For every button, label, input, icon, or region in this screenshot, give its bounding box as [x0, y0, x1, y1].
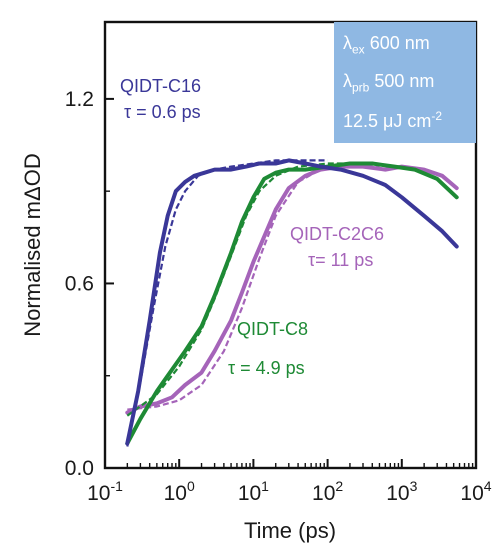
annotation-qidt-c2c6-tau: τ= 11 ps [308, 250, 373, 270]
plot-frame [103, 20, 478, 470]
y-tick-label: 0.6 [65, 272, 94, 295]
x-tick-label: 100 [164, 478, 195, 505]
info-excitation-wavelength: λex 600 nm [343, 33, 430, 57]
y-tick-label: 0.0 [65, 457, 94, 480]
y-axis-title: Normalised mΔOD [20, 153, 45, 336]
y-tick-label: 1.2 [65, 88, 94, 111]
excitation-info-box: λex 600 nm λprb 500 nm 12.5 μJ cm-2 [334, 22, 476, 143]
x-tick-label: 102 [312, 478, 343, 505]
ticks-layer [104, 97, 477, 469]
series-line-qidt-c16 [125, 158, 459, 446]
x-tick-label: 103 [386, 478, 417, 505]
labels-layer: 10-1 100 101 102 103 104 0.0 0.6 1.2 [65, 88, 492, 505]
x-tick-label: 10-1 [87, 478, 123, 505]
annotation-qidt-c2c6: QIDT-C2C6 [290, 224, 384, 244]
x-tick-label: 104 [460, 478, 491, 505]
x-tick-label: 101 [238, 478, 269, 505]
info-fluence: 12.5 μJ cm-2 [343, 109, 443, 131]
annotation-qidt-c8: QIDT-C8 [237, 319, 308, 339]
info-probe-wavelength: λprb 500 nm [343, 71, 435, 95]
series-layer [125, 158, 459, 447]
x-axis-title: Time (ps) [244, 518, 336, 543]
annotation-qidt-c8-tau: τ = 4.9 ps [228, 358, 305, 378]
annotation-qidt-c16-tau: τ = 0.6 ps [124, 102, 201, 122]
annotation-qidt-c16: QIDT-C16 [120, 76, 201, 96]
series-line-qidt-c8 [125, 161, 459, 446]
